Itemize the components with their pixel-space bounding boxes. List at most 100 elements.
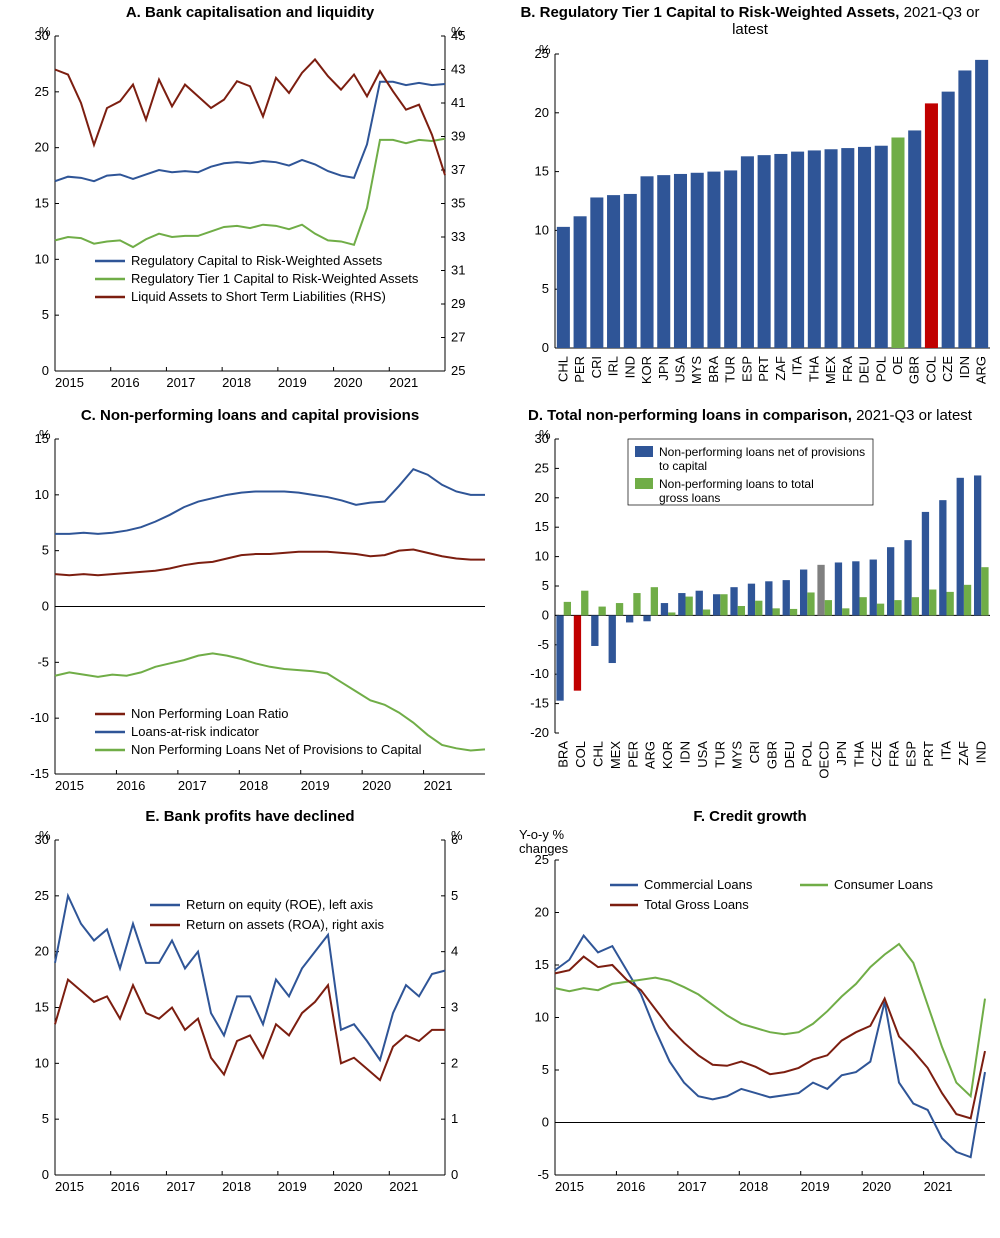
svg-text:10: 10 [535,548,549,563]
panel-d: D. Total non-performing loans in compari… [500,403,1000,804]
svg-text:2018: 2018 [239,778,268,793]
svg-text:10: 10 [35,487,49,502]
svg-text:COL: COL [573,741,588,768]
svg-text:ARG: ARG [974,356,989,384]
svg-text:gross loans: gross loans [659,491,720,505]
svg-text:-15: -15 [30,766,49,781]
svg-text:33: 33 [451,229,465,244]
panel-d-chart: -20-15-10-5051015202530%BRACOLCHLMEXPERA… [500,424,1000,788]
svg-text:KOR: KOR [660,741,675,769]
svg-text:-5: -5 [37,654,49,669]
svg-text:2016: 2016 [111,375,140,390]
svg-text:USA: USA [672,355,687,382]
svg-text:JPN: JPN [834,741,849,766]
svg-text:FRA: FRA [886,740,901,766]
svg-text:0: 0 [42,598,49,613]
svg-text:%: % [451,24,463,39]
svg-text:-10: -10 [30,710,49,725]
svg-text:2020: 2020 [862,1179,891,1194]
svg-text:20: 20 [535,104,549,119]
svg-text:2021: 2021 [924,1179,953,1194]
svg-text:0: 0 [451,1167,458,1182]
svg-text:GBR: GBR [907,356,922,384]
svg-text:15: 15 [35,1000,49,1015]
svg-text:Consumer Loans: Consumer Loans [834,877,933,892]
svg-text:31: 31 [451,263,465,278]
svg-text:MEX: MEX [823,355,838,384]
svg-text:PER: PER [625,741,640,768]
svg-text:PER: PER [572,356,587,383]
svg-text:Non-performing loans to total: Non-performing loans to total [659,477,814,491]
svg-text:0: 0 [42,1167,49,1182]
svg-text:2020: 2020 [334,375,363,390]
svg-text:CZE: CZE [940,355,955,381]
svg-text:IRL: IRL [606,356,621,376]
svg-text:ESP: ESP [739,356,754,382]
panel-f-chart: -50510152025Y-o-y %changes20152016201720… [500,825,1000,1205]
svg-text:25: 25 [35,888,49,903]
svg-text:35: 35 [451,196,465,211]
svg-text:Return on equity (ROE), left a: Return on equity (ROE), left axis [186,897,374,912]
svg-text:2016: 2016 [116,778,145,793]
svg-text:THA: THA [852,740,867,766]
svg-text:CRI: CRI [589,356,604,378]
panel-f: F. Credit growth -50510152025Y-o-y %chan… [500,804,1000,1205]
svg-text:5: 5 [542,578,549,593]
svg-text:2019: 2019 [278,1179,307,1194]
svg-text:%: % [451,828,463,843]
svg-text:39: 39 [451,129,465,144]
svg-text:2019: 2019 [801,1179,830,1194]
svg-text:15: 15 [35,196,49,211]
svg-text:10: 10 [535,1010,549,1025]
svg-text:25: 25 [35,84,49,99]
svg-text:10: 10 [35,252,49,267]
svg-text:5: 5 [542,281,549,296]
svg-text:5: 5 [42,307,49,322]
svg-text:OE: OE [890,355,905,374]
svg-text:5: 5 [42,542,49,557]
svg-text:20: 20 [535,490,549,505]
svg-text:-5: -5 [537,637,549,652]
svg-text:POL: POL [873,356,888,382]
panel-b-chart: 0510152025%CHLPERCRIIRLINDKORJPNUSAMYSBR… [500,39,1000,403]
svg-text:changes: changes [519,841,569,856]
svg-text:20: 20 [35,944,49,959]
svg-text:0: 0 [542,340,549,355]
svg-text:2020: 2020 [362,778,391,793]
panel-e-chart: 051015202530%0123456%2015201620172018201… [0,825,500,1205]
svg-text:COL: COL [923,356,938,383]
panel-a-title: A. Bank capitalisation and liquidity [0,0,500,21]
panel-a-chart: 051015202530%2527293133353739414345%2015… [0,21,500,401]
svg-text:20: 20 [535,905,549,920]
svg-text:29: 29 [451,296,465,311]
svg-text:2021: 2021 [389,375,418,390]
svg-text:Liquid Assets to Short Term Li: Liquid Assets to Short Term Liabilities … [131,289,386,304]
svg-text:25: 25 [451,363,465,378]
panel-c-title: C. Non-performing loans and capital prov… [0,403,500,424]
svg-text:PRT: PRT [921,741,936,767]
svg-text:3: 3 [451,1000,458,1015]
svg-text:ESP: ESP [904,741,919,767]
svg-text:10: 10 [535,222,549,237]
panel-d-subtitle: 2021-Q3 or latest [856,407,972,424]
svg-text:THA: THA [806,355,821,381]
svg-text:2016: 2016 [111,1179,140,1194]
svg-text:PRT: PRT [756,355,771,381]
panel-f-title: F. Credit growth [500,804,1000,825]
svg-text:2017: 2017 [166,1179,195,1194]
svg-text:15: 15 [535,519,549,534]
svg-text:TUR: TUR [712,741,727,768]
panel-e-title: E. Bank profits have declined [0,804,500,825]
svg-text:15: 15 [535,163,549,178]
svg-text:2015: 2015 [555,1179,584,1194]
svg-text:BRA: BRA [556,740,571,767]
svg-text:to capital: to capital [659,459,707,473]
svg-text:Non Performing Loans Net of Pr: Non Performing Loans Net of Provisions t… [131,742,422,757]
svg-text:5: 5 [542,1062,549,1077]
svg-text:%: % [39,427,51,442]
svg-text:Regulatory Tier 1 Capital to R: Regulatory Tier 1 Capital to Risk-Weight… [131,271,419,286]
svg-text:-20: -20 [530,725,549,740]
svg-text:ARG: ARG [643,741,658,769]
svg-text:4: 4 [451,944,458,959]
svg-text:Total Gross Loans: Total Gross Loans [644,897,749,912]
